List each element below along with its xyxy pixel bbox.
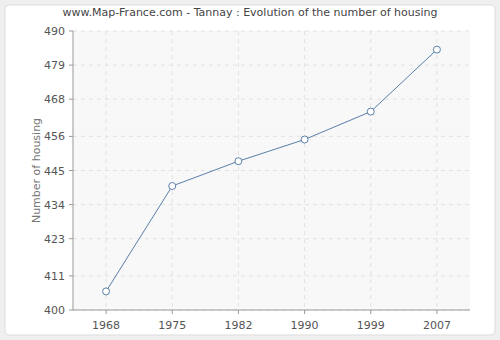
grid-line	[73, 310, 470, 311]
tick	[238, 310, 239, 314]
marker	[235, 158, 242, 165]
marker	[103, 288, 110, 295]
tick-label: 1990	[291, 319, 319, 332]
tick	[69, 170, 73, 171]
tick-label: 1975	[158, 319, 186, 332]
axis-label: Number of housing	[30, 118, 43, 223]
grid-line	[73, 275, 470, 276]
tick	[436, 310, 437, 314]
tick	[69, 238, 73, 239]
grid-line	[370, 31, 371, 310]
grid-line	[73, 238, 470, 239]
tick	[69, 65, 73, 66]
tick	[370, 310, 371, 314]
tick-label: 1968	[92, 319, 120, 332]
grid-line	[73, 170, 470, 171]
tick	[304, 310, 305, 314]
marker	[433, 46, 440, 53]
tick-label: 1982	[224, 319, 252, 332]
grid-line	[73, 31, 470, 32]
tick	[69, 204, 73, 205]
x-axis	[73, 310, 470, 311]
grid-line	[172, 31, 173, 310]
tick-label: 434	[44, 199, 65, 212]
tick-label: 411	[44, 270, 65, 283]
series	[103, 46, 441, 295]
tick-label: 400	[44, 304, 65, 317]
grid-line	[436, 31, 437, 310]
tick	[69, 136, 73, 137]
tick	[172, 310, 173, 314]
tick-label: 1999	[357, 319, 385, 332]
marker	[301, 136, 308, 143]
tick	[69, 275, 73, 276]
grid-line	[304, 31, 305, 310]
tick	[106, 310, 107, 314]
marker	[367, 108, 374, 115]
grid-line	[106, 31, 107, 310]
marker	[169, 183, 176, 190]
tick-label: 2007	[423, 319, 451, 332]
grid-line	[73, 65, 470, 66]
tick	[69, 99, 73, 100]
chart: 400 411 423 434 445 456 468 479 490 1968 1975 1982 1…	[0, 0, 500, 340]
panel	[5, 5, 495, 335]
tick-label: 456	[44, 130, 65, 143]
background	[0, 0, 500, 340]
grid-line	[73, 204, 470, 205]
grid-line	[73, 136, 470, 137]
tick-label: 445	[44, 165, 65, 178]
tick-label: 479	[44, 59, 65, 72]
tick-label: 490	[44, 25, 65, 38]
tick-label: 468	[44, 93, 65, 106]
tick-label: 423	[44, 233, 65, 246]
grid-line	[73, 99, 470, 100]
plot-area	[73, 31, 470, 310]
tick	[69, 31, 73, 32]
line	[106, 50, 437, 292]
title: www.Map-France.com - Tannay : Evolution …	[62, 6, 437, 19]
y-axis	[73, 31, 74, 310]
grid-line	[238, 31, 239, 310]
tick	[69, 310, 73, 311]
